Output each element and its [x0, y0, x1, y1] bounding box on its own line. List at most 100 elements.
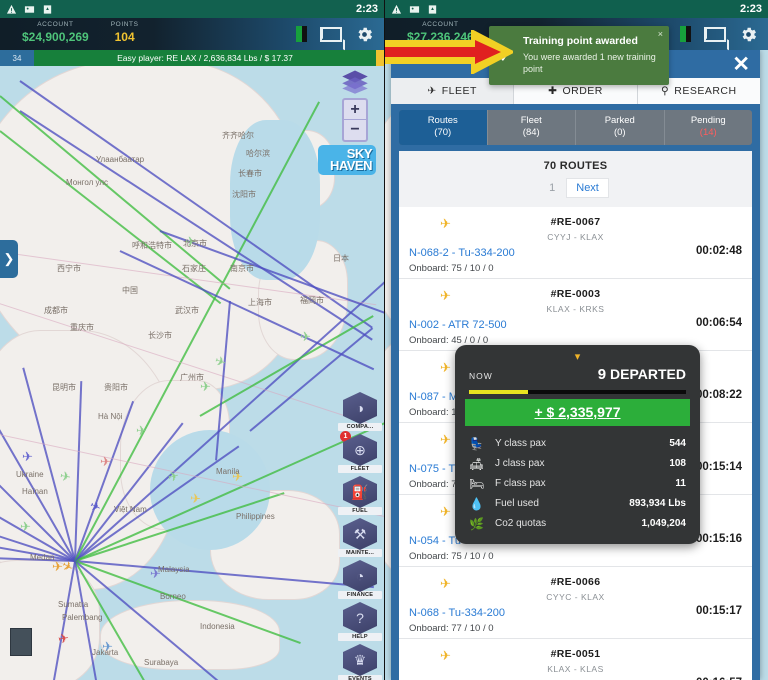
- aircraft-marker[interactable]: ✈: [300, 329, 311, 344]
- map-label: 昆明市: [52, 383, 76, 392]
- route-row[interactable]: ✈ #RE-0003 KLAX - KRKS N-002 - ATR 72-500 On…: [399, 278, 752, 351]
- aircraft-marker[interactable]: ✈: [232, 469, 243, 484]
- toast-notification[interactable]: × ✓ Training point awarded You were awar…: [489, 26, 669, 86]
- rail-item-compa[interactable]: ◑ COMPA...: [338, 392, 382, 431]
- route-row[interactable]: ✈ #RE-0066 CYYC - KLAX N-068 - Tu-334-200 On…: [399, 566, 752, 639]
- tab-label: RESEARCH: [674, 85, 737, 97]
- map-label: Philippines: [236, 512, 275, 521]
- strip-accent: [376, 50, 384, 66]
- world-map[interactable]: ✈ ✈ ✈ ✈ ✈ ✈ ✈ ✈ ✈ ✈ ✈ ✈ ✈ ✈ ✈ ✈ ✈ ✈ Улаанбаатар Монгол улс…: [0, 0, 384, 680]
- pagination[interactable]: 1 Next: [399, 177, 752, 207]
- aircraft-link[interactable]: N-068 - Tu-334-200: [409, 606, 505, 619]
- zoom-in-button[interactable]: +: [344, 100, 366, 120]
- left-screenshot: ✈ ✈ ✈ ✈ ✈ ✈ ✈ ✈ ✈ ✈ ✈ ✈ ✈ ✈ ✈ ✈ ✈ ✈ Улаанбаатар Монгол улс…: [0, 0, 384, 680]
- map-zoom-controls[interactable]: + −: [342, 98, 368, 142]
- aircraft-marker[interactable]: ✈: [22, 449, 33, 464]
- stat-value: 893,934 Lbs: [629, 498, 686, 510]
- page-number[interactable]: 1: [549, 181, 556, 194]
- panel-sub-tabs[interactable]: Routes (70) Fleet (84) Parked (0) Pending (14): [399, 110, 752, 145]
- earnings-value: + $ 2,335,977: [534, 403, 621, 420]
- aircraft-link[interactable]: N-053 - Caravelle 11R: [409, 679, 518, 680]
- zoom-out-button[interactable]: −: [350, 121, 360, 138]
- subtab-label: Routes: [427, 115, 458, 126]
- map-label: Hà Nội: [98, 412, 123, 421]
- gear-icon[interactable]: [355, 25, 374, 44]
- rail-item-events[interactable]: ♛ EVENTS: [338, 644, 382, 680]
- map-label: Jakarta: [92, 648, 119, 657]
- points-block[interactable]: POINTS 104: [111, 21, 139, 46]
- map-label: 广州市: [180, 373, 204, 382]
- leaf-icon: 🌿: [469, 516, 484, 531]
- aircraft-marker[interactable]: ✈: [189, 490, 202, 507]
- subtab-routes[interactable]: Routes (70): [399, 110, 488, 145]
- aircraft-marker[interactable]: ✈: [20, 519, 31, 534]
- toast-close-icon[interactable]: ×: [657, 29, 663, 39]
- chevron-down-icon[interactable]: ▾: [574, 351, 581, 363]
- rail-item-finance[interactable]: ◔ FINANCE: [338, 560, 382, 599]
- aircraft-marker[interactable]: ✈: [200, 379, 211, 394]
- aircraft-marker[interactable]: ✈: [185, 234, 196, 249]
- map-mini-widget[interactable]: [10, 628, 32, 656]
- app-icon: [428, 4, 437, 14]
- rail-item-label: MAINTE...: [338, 549, 382, 557]
- account-caption: ACCOUNT: [422, 21, 459, 29]
- os-status-bar: 2:23: [0, 0, 384, 18]
- route-time-remaining: 00:15:14: [695, 460, 742, 473]
- account-balance[interactable]: ACCOUNT $24,900,269: [22, 21, 89, 46]
- subtab-pending[interactable]: Pending (14): [665, 110, 753, 145]
- departed-stat-row: 💧 Fuel used 893,934 Lbs: [469, 494, 686, 514]
- close-panel-button[interactable]: ✕: [732, 52, 750, 76]
- skyhaven-logo: SKY HAVEN: [318, 145, 376, 175]
- aircraft-marker[interactable]: ✈: [52, 559, 63, 574]
- mail-icon[interactable]: [320, 26, 342, 42]
- route-time-remaining: 00:08:22: [695, 388, 742, 401]
- aircraft-marker[interactable]: ✈: [150, 566, 161, 581]
- aircraft-link[interactable]: N-068-2 - Tu-334-200: [409, 246, 515, 259]
- stat-value: 11: [675, 478, 686, 490]
- panel-expand-arrow[interactable]: ❯: [0, 240, 18, 278]
- aircraft-marker[interactable]: ✈: [56, 630, 71, 647]
- map-label: 齐齐哈尔: [222, 131, 254, 140]
- map-layers-icon[interactable]: [340, 68, 370, 94]
- map-label: 贵阳市: [104, 383, 128, 392]
- rail-item-label: HELP: [338, 633, 382, 641]
- plus-icon: ✚: [548, 85, 558, 97]
- points-value: 104: [114, 30, 135, 44]
- next-page-button[interactable]: Next: [566, 177, 609, 198]
- route-id: #RE-0067: [550, 215, 601, 228]
- stat-label: Y class pax: [495, 438, 546, 450]
- departed-summary-card[interactable]: ▾ NOW 9 DEPARTED + $ 2,335,977 💺 Y class …: [455, 345, 700, 544]
- sea-area: [230, 120, 320, 280]
- aircraft-marker[interactable]: ✈: [100, 454, 111, 469]
- map-label: Surabaya: [144, 658, 179, 667]
- route-row[interactable]: ✈ #RE-0067 CYYJ - KLAX N-068-2 - Tu-334-200…: [399, 206, 752, 279]
- rail-item-fleet[interactable]: 1 ⊕ FLEET: [338, 431, 382, 473]
- subtab-label: Pending: [690, 115, 726, 126]
- rail-item-mainte[interactable]: ⚒ MAINTE...: [338, 518, 382, 557]
- economy-seat-icon: 💺: [469, 436, 484, 451]
- map-label: Улаанбаатар: [96, 155, 145, 164]
- aircraft-marker[interactable]: ✈: [102, 639, 113, 654]
- subtab-parked[interactable]: Parked (0): [576, 110, 665, 145]
- player-status-text: Easy player: RE LAX / 2,636,834 Lbs / $ …: [117, 53, 293, 63]
- first-seat-icon: 🛏: [469, 476, 485, 491]
- aircraft-marker[interactable]: ✈: [58, 468, 73, 485]
- aircraft-marker[interactable]: ✈: [136, 423, 147, 438]
- route-row[interactable]: ✈ #RE-0051 KLAX - KLAS N-053 - Caravelle 11…: [399, 638, 752, 680]
- player-level: 34: [0, 50, 34, 66]
- route-id: #RE-0051: [550, 647, 601, 660]
- subtab-fleet[interactable]: Fleet (84): [488, 110, 576, 145]
- route-airports: CYYC - KLAX: [546, 591, 605, 602]
- gear-icon[interactable]: [739, 25, 758, 44]
- side-icon-rail[interactable]: ◑ COMPA... 1 ⊕ FLEET ⛽ FUEL ⚒ MAINTE... ◔ FINANCE?…: [338, 392, 382, 680]
- logo-line1: SKY: [346, 146, 373, 162]
- aircraft-link[interactable]: N-002 - ATR 72-500: [409, 318, 507, 331]
- rail-item-help[interactable]: ? HELP: [338, 602, 382, 641]
- player-status-strip: 34 Easy player: RE LAX / 2,636,834 Lbs /…: [0, 50, 384, 66]
- now-label: NOW: [469, 370, 493, 381]
- airplane-icon: ✈: [440, 575, 451, 591]
- rail-item-fuel[interactable]: ⛽ FUEL: [338, 476, 382, 515]
- airplane-icon: ✈: [440, 215, 451, 231]
- mail-icon[interactable]: [704, 26, 726, 42]
- map-label: Manila: [216, 467, 240, 476]
